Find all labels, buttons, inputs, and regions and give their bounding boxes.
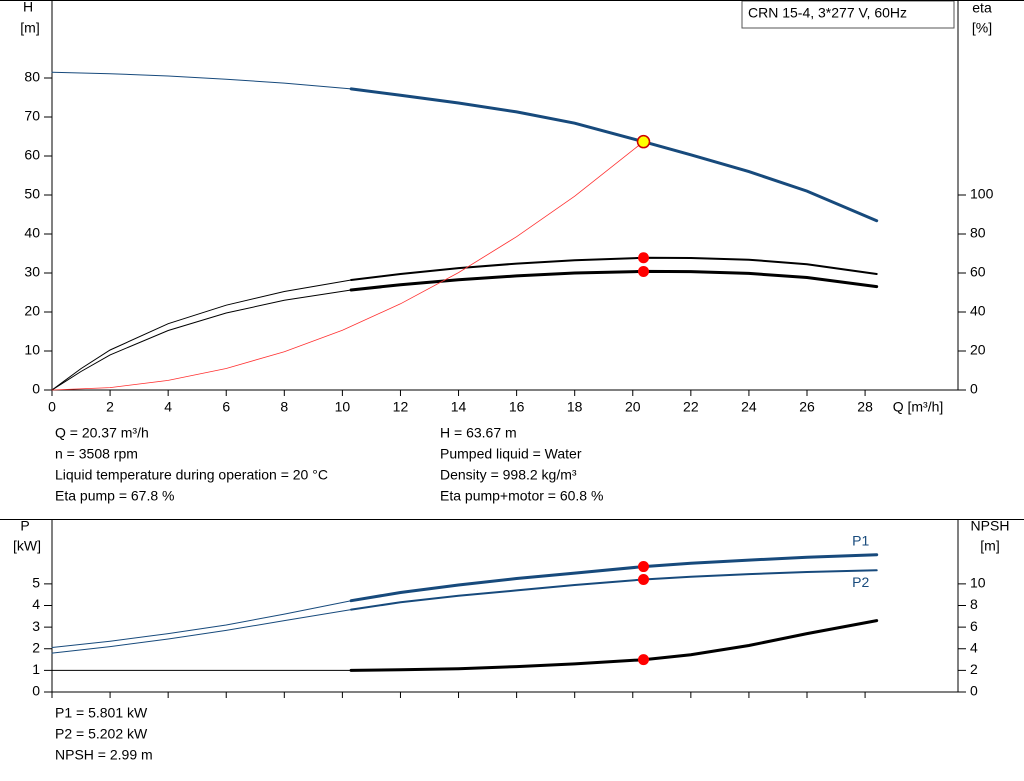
x-tick-label: 22 — [683, 399, 699, 415]
info-text: P1 = 5.801 kW — [55, 705, 148, 721]
y2-tick-label: 2 — [970, 661, 978, 677]
y-tick-label: 2 — [32, 639, 40, 655]
x-tick-label: 6 — [222, 399, 230, 415]
series-label: P1 — [852, 532, 869, 548]
info-text: Density = 998.2 kg/m³ — [440, 467, 577, 483]
x-tick-label: 28 — [857, 399, 873, 415]
y-label: P — [20, 518, 29, 534]
curve — [51, 279, 352, 391]
y-tick-label: 40 — [24, 225, 40, 241]
y-unit: [kW] — [13, 538, 41, 554]
x-tick-label: 4 — [164, 399, 172, 415]
info-text: Q = 20.37 m³/h — [55, 425, 149, 441]
x-tick-label: 24 — [741, 399, 757, 415]
info-text: H = 63.67 m — [440, 425, 517, 441]
info-text: Eta pump = 67.8 % — [55, 488, 174, 504]
y2-tick-label: 60 — [970, 264, 986, 280]
x-label: Q [m³/h] — [893, 399, 944, 415]
series-label: P2 — [852, 574, 869, 590]
y-tick-label: 1 — [32, 661, 40, 677]
curve — [349, 87, 879, 223]
y2-tick-label: 20 — [970, 342, 986, 358]
operating-point — [638, 574, 650, 586]
x-tick-label: 12 — [393, 399, 409, 415]
y-tick-label: 70 — [24, 108, 40, 124]
info-text: NPSH = 2.99 m — [55, 747, 153, 763]
y2-unit: [%] — [972, 20, 992, 36]
info-text: Eta pump+motor = 60.8 % — [440, 488, 603, 504]
y-tick-label: 80 — [24, 69, 40, 85]
y-tick-label: 60 — [24, 147, 40, 163]
y-tick-label: 50 — [24, 186, 40, 202]
operating-point — [636, 134, 651, 149]
x-tick-label: 8 — [280, 399, 288, 415]
y2-tick-label: 4 — [970, 639, 978, 655]
curve — [349, 553, 879, 603]
curve — [349, 619, 879, 672]
x-tick-label: 16 — [509, 399, 525, 415]
info-text: P2 = 5.202 kW — [55, 726, 148, 742]
y2-label: NPSH — [971, 518, 1010, 534]
info-text: Pumped liquid = Water — [440, 446, 582, 462]
y2-tick-label: 80 — [970, 225, 986, 241]
y2-tick-label: 8 — [970, 596, 978, 612]
operating-point — [638, 561, 650, 573]
chart-title: CRN 15-4, 3*277 V, 60Hz — [748, 5, 907, 21]
y2-tick-label: 10 — [970, 575, 986, 591]
y2-tick-label: 40 — [970, 303, 986, 319]
x-tick-label: 20 — [625, 399, 641, 415]
y2-tick-label: 0 — [970, 683, 978, 699]
curve — [350, 256, 878, 281]
y-tick-label: 0 — [32, 683, 40, 699]
x-tick-label: 14 — [451, 399, 467, 415]
x-tick-label: 0 — [48, 399, 56, 415]
info-text: Liquid temperature during operation = 20… — [55, 467, 328, 483]
curve — [51, 289, 352, 391]
curve — [350, 569, 878, 611]
y-tick-label: 4 — [32, 596, 40, 612]
y-tick-label: 0 — [32, 381, 40, 397]
y-tick-label: 10 — [24, 342, 40, 358]
info-text: n = 3508 rpm — [55, 446, 138, 462]
x-tick-label: 10 — [335, 399, 351, 415]
x-tick-label: 2 — [106, 399, 114, 415]
x-tick-label: 26 — [799, 399, 815, 415]
operating-point — [638, 252, 650, 264]
operating-point — [638, 265, 650, 277]
y-tick-label: 3 — [32, 618, 40, 634]
y2-tick-label: 6 — [970, 618, 978, 634]
y-tick-label: 20 — [24, 303, 40, 319]
y2-label: eta — [972, 0, 992, 16]
curve — [51, 141, 644, 391]
curve — [349, 269, 879, 292]
x-tick-label: 18 — [567, 399, 583, 415]
y-unit: [m] — [20, 20, 39, 36]
y-label: H — [23, 0, 33, 15]
y-tick-label: 30 — [24, 264, 40, 280]
curve — [51, 600, 352, 648]
y-tick-label: 5 — [32, 575, 40, 591]
operating-point — [638, 654, 650, 666]
title-box — [741, 0, 955, 29]
y2-unit: [m] — [980, 538, 999, 554]
curve — [51, 71, 352, 90]
y2-tick-label: 0 — [970, 381, 978, 397]
curve — [51, 609, 352, 654]
y2-tick-label: 100 — [970, 186, 994, 202]
